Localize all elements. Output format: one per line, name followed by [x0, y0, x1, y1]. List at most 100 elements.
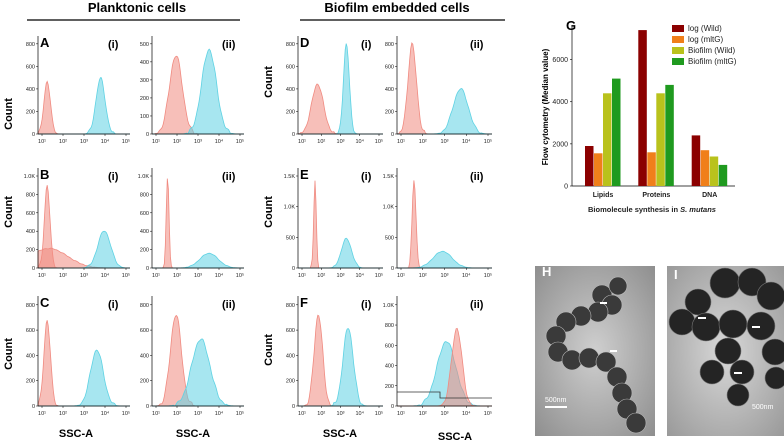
legend-swatch [672, 36, 684, 43]
marker-i-1 [698, 317, 706, 319]
sub-label: (i) [108, 171, 119, 183]
x-tick-label: 10⁴ [356, 272, 365, 279]
y-tick-label: 800 [286, 303, 295, 309]
x-tick-label: 10³ [80, 139, 88, 145]
y-tick-label: 600 [385, 64, 394, 70]
marker-h-2 [610, 350, 617, 352]
histogram-b-ii: 0 200 400 600 800 1.0K 10¹ 10² 10³ 10⁴ 10⁵ (ii) [138, 168, 244, 279]
bar-category-label: Lipids [593, 192, 614, 199]
y-tick-label: 400 [140, 229, 149, 235]
y-tick-label: 0 [292, 404, 295, 410]
bar-dna-0 [691, 135, 701, 186]
y-tick-label: 400 [286, 353, 295, 359]
y-tick-label: 0 [292, 266, 295, 272]
x-tick-label: 10¹ [152, 273, 160, 279]
histogram-e-ii: 0 500 1.0K 1.5K 10¹ 10² 10³ 10⁴ 10⁵ (ii) [383, 168, 492, 279]
x-tick-label: 10² [173, 411, 181, 417]
ssc-label-f-ii: SSC-A [438, 431, 472, 442]
histogram-f-ii: 0 200 400 600 800 1.0K 10¹ 10² 10³ 10⁴ 10⁵ (ii) [383, 296, 492, 417]
x-tick-label: 10³ [80, 411, 88, 417]
y-tick-label: 200 [140, 248, 149, 254]
x-tick-label: 10⁴ [101, 138, 110, 145]
red-peak [37, 320, 130, 407]
x-tick-label: 10² [173, 139, 181, 145]
x-tick-label: 10⁵ [236, 138, 244, 145]
x-tick-label: 10¹ [397, 139, 405, 145]
histogram-a-i: 0 200 400 600 800 10¹ 10² 10³ 10⁴ 10⁵ A (i) [26, 35, 130, 145]
sub-label: (i) [361, 39, 372, 51]
x-tick-label: 10⁵ [484, 138, 492, 145]
y-tick-label: 200 [140, 379, 149, 385]
y-tick-label: 0 [32, 266, 35, 272]
bar-y-tick-label: 4000 [552, 99, 568, 106]
count-label-f: Count [263, 334, 275, 366]
y-tick-label: 400 [385, 87, 394, 93]
ssc-label-f-i: SSC-A [323, 428, 357, 440]
y-tick-label: 200 [140, 96, 149, 102]
count-label-d: Count [263, 66, 275, 98]
y-tick-label: 800 [26, 192, 35, 198]
y-tick-label: 800 [26, 303, 35, 309]
x-tick-label: 10² [317, 411, 325, 417]
x-tick-label: 10⁵ [484, 410, 492, 417]
x-tick-label: 10¹ [38, 273, 46, 279]
x-tick-label: 10⁴ [462, 272, 471, 279]
sub-label: (ii) [470, 171, 484, 183]
x-tick-label: 10⁵ [236, 272, 244, 279]
sub-label: (ii) [470, 299, 484, 311]
histogram-a-ii: 0 100 200 300 400 500 10¹ 10² 10³ 10⁴ 10⁵ (ii) [140, 36, 244, 145]
y-tick-label: 400 [286, 87, 295, 93]
y-tick-label: 600 [26, 328, 35, 334]
histogram-f-i: 0 200 400 600 800 10¹ 10² 10³ 10⁴ 10⁵ F (i) [286, 295, 383, 417]
sub-label: (i) [108, 299, 119, 311]
gate-marker [397, 391, 492, 399]
y-tick-label: 0 [146, 266, 149, 272]
y-tick-label: 800 [286, 42, 295, 48]
x-tick-label: 10¹ [152, 139, 160, 145]
y-tick-label: 400 [26, 353, 35, 359]
panel-label: D [300, 35, 309, 50]
panel-label: F [300, 295, 308, 310]
bar-proteins-1 [647, 152, 656, 186]
y-tick-label: 500 [140, 42, 149, 48]
x-tick-label: 10⁴ [356, 138, 365, 145]
sub-label: (ii) [222, 39, 236, 51]
bar-xlabel: Biomolecule synthesis in S. mutans [588, 205, 716, 214]
x-tick-label: 10⁵ [375, 410, 383, 417]
y-tick-label: 300 [140, 78, 149, 84]
y-tick-label: 800 [26, 42, 35, 48]
y-tick-label: 100 [140, 114, 149, 120]
x-tick-label: 10² [59, 411, 67, 417]
x-tick-label: 10⁵ [122, 272, 130, 279]
header-biofilm: Biofilm embedded cells [324, 0, 469, 15]
bar-lipids-1 [594, 153, 603, 186]
x-tick-label: 10⁵ [122, 138, 130, 145]
panel-label: C [40, 295, 50, 310]
count-label-row2: Count [3, 196, 15, 228]
y-tick-label: 1.0K [383, 303, 395, 309]
sub-label: (i) [361, 171, 372, 183]
x-tick-label: 10⁵ [236, 410, 244, 417]
y-tick-label: 0 [292, 132, 295, 138]
x-tick-label: 10² [317, 273, 325, 279]
micrograph-i: I 500nm [667, 266, 784, 436]
y-tick-label: 500 [286, 235, 295, 241]
x-tick-label: 10³ [337, 411, 345, 417]
bar-dna-1 [700, 150, 710, 186]
y-tick-label: 1.0K [24, 174, 36, 180]
scale-text-h: 500nm [545, 397, 567, 404]
marker-h-1 [600, 302, 607, 304]
legend-label: Biofilm (Wild) [688, 46, 735, 55]
y-tick-label: 400 [140, 60, 149, 66]
sub-label: (i) [108, 39, 119, 51]
micrograph-h-cells [545, 276, 647, 434]
y-tick-label: 1.0K [284, 205, 296, 211]
x-tick-label: 10² [419, 139, 427, 145]
count-label-row3: Count [3, 338, 15, 370]
x-tick-label: 10⁵ [375, 138, 383, 145]
histogram-d-i: 0 200 400 600 800 10¹ 10² 10³ 10⁴ 10⁵ D (i) [286, 35, 383, 145]
y-tick-label: 800 [140, 192, 149, 198]
count-label-e: Count [263, 196, 275, 228]
y-tick-label: 0 [32, 404, 35, 410]
legend-swatch [672, 47, 684, 54]
